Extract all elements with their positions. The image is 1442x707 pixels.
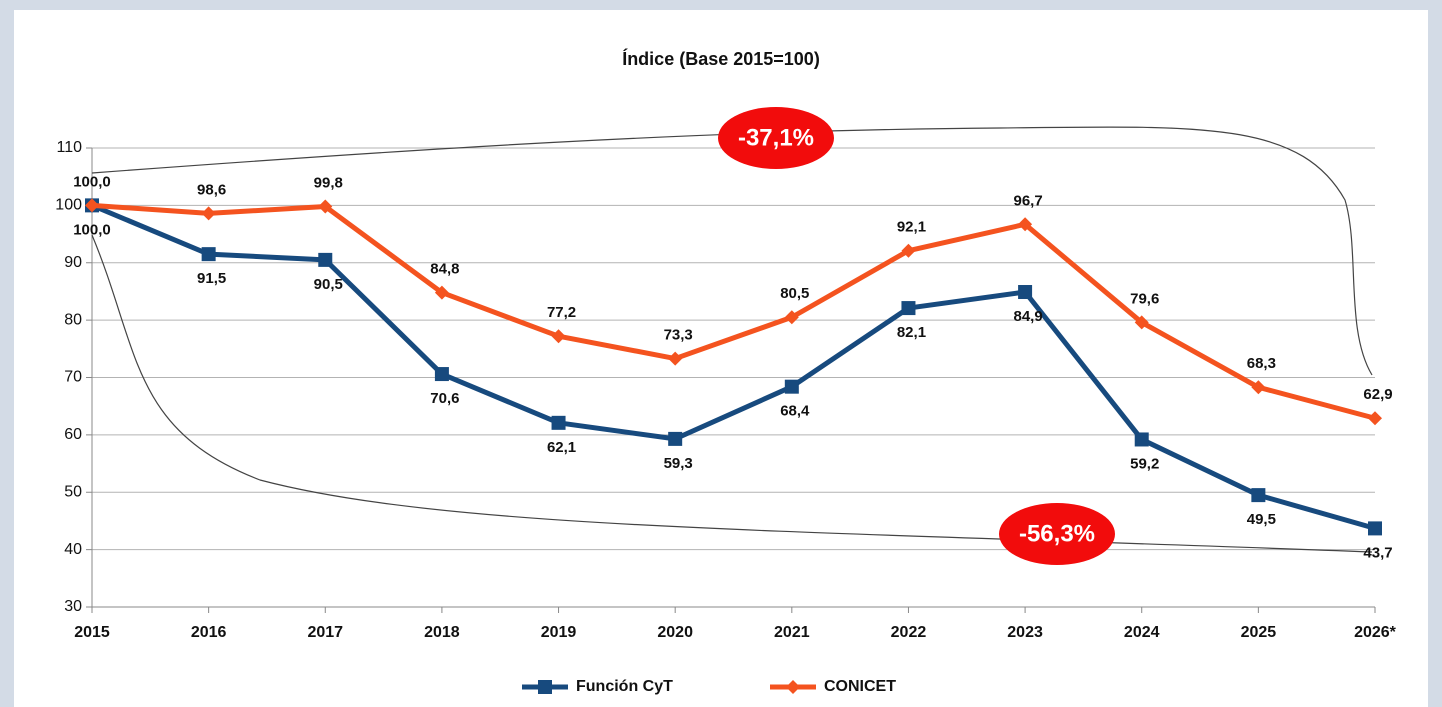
marker [85, 198, 99, 213]
marker [668, 431, 683, 446]
x-tick-label: 2025 [1241, 624, 1277, 641]
bracket-curve [91, 234, 1373, 553]
marker [784, 310, 799, 325]
x-tick-label: 2017 [307, 624, 343, 641]
marker [201, 206, 216, 221]
data-label: 84,8 [430, 261, 459, 278]
marker [901, 243, 916, 258]
data-label: 68,4 [780, 403, 810, 420]
x-tick-label: 2018 [424, 624, 460, 641]
x-tick-label: 2022 [891, 624, 927, 641]
y-tick-label: 40 [64, 541, 82, 558]
series-line [91, 203, 1376, 531]
x-tick-label: 2023 [1007, 624, 1043, 641]
marker [1134, 315, 1149, 330]
marker [538, 680, 552, 694]
x-tick-label: 2024 [1124, 624, 1160, 641]
annotation: -56,3% [1019, 520, 1095, 547]
annotation-bubble [999, 503, 1115, 565]
data-label: 68,3 [1247, 355, 1276, 372]
y-tick-label: 90 [64, 254, 82, 271]
data-label: 62,1 [547, 439, 576, 456]
data-label: 70,6 [430, 390, 459, 407]
data-label: 96,7 [1013, 192, 1042, 209]
y-tick-label: 110 [56, 139, 82, 156]
data-label: 62,9 [1363, 386, 1392, 403]
data-label: 59,2 [1130, 455, 1159, 472]
plot: 100,0 91,5 90,5 70,6 62,1 59,3 68,4 82,1 84,9 59,… [73, 107, 1393, 695]
x-tick-label: 2026* [1354, 624, 1397, 641]
marker [1018, 217, 1033, 232]
marker [434, 367, 449, 382]
data-label: 43,7 [1363, 544, 1392, 561]
marker [1134, 432, 1149, 447]
annotation-bubble [718, 107, 834, 169]
data-label: 49,5 [1247, 511, 1276, 528]
data-label: 73,3 [664, 327, 693, 344]
x-tick-label: 2020 [657, 624, 693, 641]
x-tick-label: 2016 [191, 624, 227, 641]
y-tick-label: 50 [64, 483, 82, 500]
grid: 30 40 50 60 70 80 90 100 110 2015 2016 2017 2018 2019… [55, 139, 1396, 641]
data-label: 99,8 [314, 174, 343, 191]
data-label: 91,5 [197, 270, 226, 287]
marker [1018, 285, 1033, 300]
data-label: 82,1 [897, 324, 926, 341]
marker [1251, 380, 1266, 395]
y-tick-label: 70 [64, 369, 82, 386]
marker [434, 285, 449, 300]
data-label: 100,0 [73, 173, 111, 190]
series-line [91, 202, 1376, 421]
marker [318, 252, 333, 267]
marker [551, 415, 566, 430]
data-label: 84,9 [1013, 308, 1042, 325]
marker [1368, 521, 1382, 536]
x-tick-label: 2021 [774, 624, 810, 641]
y-tick-label: 30 [64, 598, 82, 615]
x-tick-label: 2015 [74, 624, 110, 641]
marker [901, 301, 916, 316]
marker [668, 351, 683, 366]
y-tick-label: 80 [64, 311, 82, 328]
data-label: 100,0 [73, 221, 111, 238]
data-label: 79,6 [1130, 290, 1159, 307]
y-tick-label: 100 [55, 197, 82, 214]
annotation: -37,1% [738, 124, 814, 151]
marker [201, 247, 216, 262]
y-tick-label: 60 [64, 426, 82, 443]
data-label: 80,5 [780, 285, 809, 302]
chart-title: Índice (Base 2015=100) [622, 48, 820, 69]
legend-label: Función CyT [576, 678, 673, 695]
marker [786, 680, 800, 694]
data-label: 59,3 [664, 455, 693, 472]
marker [1368, 411, 1382, 426]
marker [1251, 488, 1266, 503]
chart-panel [14, 10, 1428, 707]
marker [784, 379, 799, 394]
marker [551, 329, 566, 344]
data-label: 77,2 [547, 304, 576, 321]
x-tick-label: 2019 [541, 624, 577, 641]
data-label: 98,6 [197, 181, 226, 198]
data-label: 90,5 [314, 276, 343, 293]
data-label: 92,1 [897, 219, 926, 236]
legend-label: CONICET [824, 678, 896, 695]
marker [318, 199, 333, 214]
bracket-curve [91, 126, 1373, 376]
